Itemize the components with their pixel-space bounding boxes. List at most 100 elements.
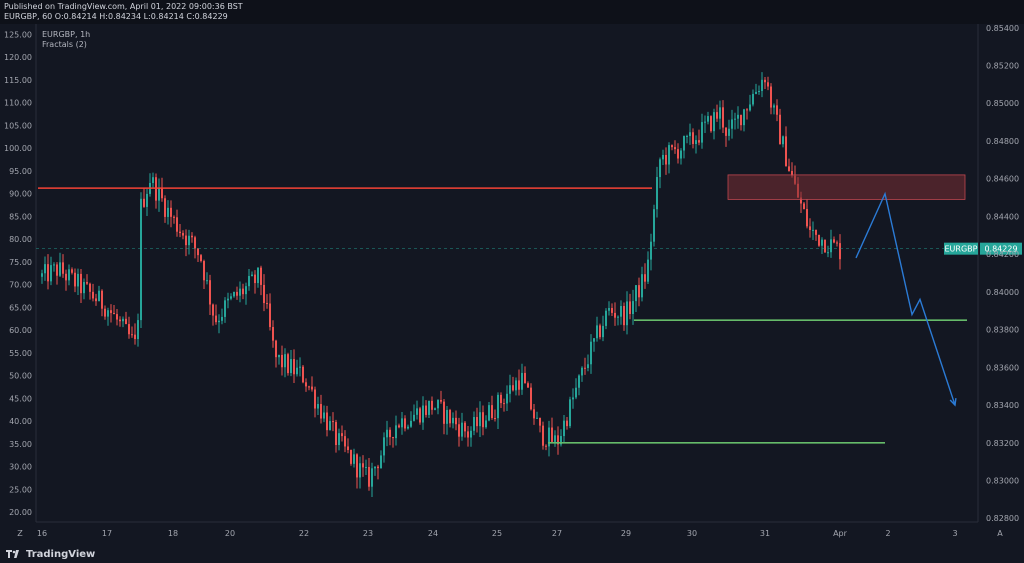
candle-body <box>704 121 706 123</box>
supply-zone[interactable] <box>727 174 966 200</box>
candle-body <box>821 239 823 246</box>
candle-body <box>542 425 544 446</box>
candle-body <box>605 310 607 326</box>
left-axis-tick-7: 90.00 <box>9 190 32 199</box>
candle-body <box>233 291 235 297</box>
candle-body <box>473 417 475 431</box>
candle-body <box>635 285 637 302</box>
candle-body <box>176 217 178 232</box>
candle-body <box>752 93 754 105</box>
candle-body <box>323 412 325 419</box>
candle-body <box>329 421 331 431</box>
projection-arrowhead <box>949 398 957 407</box>
candle-body <box>251 274 253 277</box>
candles <box>41 72 841 497</box>
left-axis-tick-0: 125.00 <box>4 30 32 39</box>
candle-body <box>830 239 832 253</box>
candle-body <box>545 445 547 447</box>
candle-body <box>83 282 85 294</box>
candle-body <box>677 149 679 159</box>
candle-body <box>458 424 460 437</box>
candle-body <box>425 405 427 415</box>
candle-body <box>590 341 592 365</box>
candle-body <box>332 421 334 423</box>
candle-body <box>836 242 838 244</box>
candle-body <box>698 140 700 143</box>
auto-scale-icon[interactable]: A <box>997 529 1003 538</box>
x-axis-tick-11: 31 <box>760 529 770 538</box>
candle-body <box>125 318 127 325</box>
candle-body <box>296 367 298 375</box>
projected-move[interactable] <box>855 191 956 406</box>
candle-body <box>626 301 628 326</box>
candle-body <box>191 235 193 238</box>
symbol-legend: EURGBP, 1h <box>42 30 90 39</box>
left-axis-tick-4: 105.00 <box>4 121 32 130</box>
left-axis-tick-11: 70.00 <box>9 281 32 290</box>
x-axis-tick-9: 29 <box>621 529 631 538</box>
candle-body <box>272 327 274 341</box>
indicator-legend: Fractals (2) <box>42 40 87 49</box>
candle-body <box>41 273 43 277</box>
candle-body <box>665 154 667 165</box>
ohlc-readout: EURGBP, 60 O:0.84214 H:0.84234 L:0.84214… <box>4 12 228 21</box>
candle-body <box>671 145 673 148</box>
candle-body <box>230 296 232 299</box>
candle-body <box>569 399 571 427</box>
candle-body <box>404 418 406 429</box>
candle-body <box>734 118 736 120</box>
zoom-icon[interactable]: Z <box>17 529 23 538</box>
candle-body <box>215 315 217 323</box>
candle-body <box>455 417 457 425</box>
tradingview-brand: TradingView <box>6 548 95 560</box>
x-axis-tick-0: 16 <box>37 529 47 538</box>
candle-body <box>236 291 238 296</box>
candle-body <box>95 298 97 302</box>
candle-body <box>260 267 262 285</box>
candle-body <box>50 265 52 282</box>
candle-body <box>413 414 415 421</box>
candle-body <box>440 400 442 402</box>
candle-body <box>182 233 184 236</box>
right-axis-tick-2: 0.85000 <box>986 99 1019 108</box>
x-axis-tick-6: 24 <box>428 529 438 538</box>
candle-body <box>74 272 76 287</box>
candle-body <box>167 207 169 217</box>
candle-body <box>461 422 463 437</box>
candle-body <box>428 400 430 415</box>
candle-body <box>218 320 220 323</box>
candle-body <box>122 318 124 322</box>
left-axis-tick-18: 35.00 <box>9 440 32 449</box>
candle-body <box>254 274 256 284</box>
right-axis-tick-4: 0.84600 <box>986 175 1019 184</box>
candle-body <box>212 304 214 316</box>
candle-body <box>650 241 652 260</box>
candle-body <box>467 431 469 438</box>
candle-body <box>206 280 208 282</box>
candle-body <box>242 288 244 295</box>
candle-body <box>746 109 748 111</box>
candle-body <box>659 159 661 178</box>
candle-body <box>791 171 793 176</box>
candle-body <box>521 372 523 390</box>
candle-body <box>806 208 808 227</box>
candle-body <box>554 435 556 442</box>
candle-body <box>407 426 409 429</box>
candle-body <box>641 274 643 298</box>
candle-body <box>503 403 505 405</box>
candle-body <box>647 259 649 282</box>
candle-body <box>341 433 343 437</box>
x-axis-tick-2: 18 <box>168 529 178 538</box>
candle-body <box>287 354 289 374</box>
candle-body <box>833 239 835 243</box>
candle-body <box>185 235 187 246</box>
candle-body <box>263 284 265 304</box>
candle-body <box>668 145 670 165</box>
left-axis-tick-20: 25.00 <box>9 485 32 494</box>
right-axis-tick-10: 0.83400 <box>986 401 1019 410</box>
candle-body <box>575 387 577 398</box>
candle-body <box>101 290 103 309</box>
candle-body <box>275 340 277 358</box>
left-axis-tick-9: 80.00 <box>9 235 32 244</box>
